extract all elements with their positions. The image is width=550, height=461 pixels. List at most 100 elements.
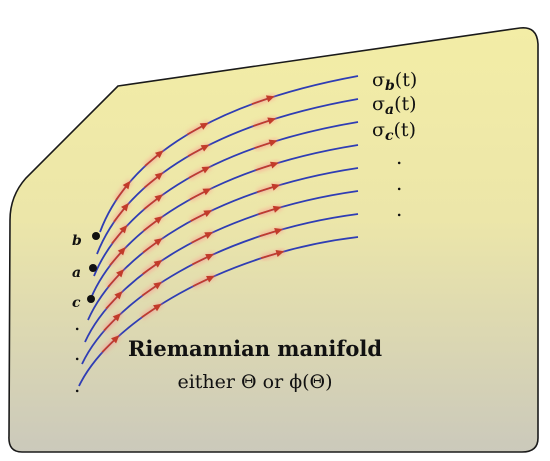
left-ellipsis: . . . — [74, 311, 80, 397]
right-ellipsis-dot: . — [396, 171, 402, 195]
point-b-label: b — [72, 233, 82, 249]
tangent-arrow-shaft — [191, 233, 209, 244]
geodesic-curve — [84, 190, 359, 343]
tangent-arrow-head — [203, 210, 213, 218]
tangent-arrow-shaft — [103, 316, 118, 331]
tangent-arrow — [253, 138, 279, 151]
geodesic-curve — [99, 75, 359, 233]
right-ellipsis-dot: . — [396, 145, 402, 169]
tangent-arrow-head — [265, 95, 275, 103]
tangent-arrow-head — [112, 313, 121, 322]
tangent-arrow — [252, 116, 277, 129]
left-ellipsis-dot: . — [74, 311, 80, 335]
tangent-arrow-shaft — [141, 284, 159, 297]
tangent-arrow — [190, 229, 215, 245]
tangent-arrow — [108, 245, 128, 267]
tangent-arrow — [140, 279, 164, 298]
tangent-arrow-head — [272, 205, 282, 213]
tangent-arrow — [255, 160, 280, 173]
tangent-arrow-head — [117, 247, 126, 256]
point-c-marker — [87, 295, 95, 303]
right-ellipsis-dot: . — [396, 197, 402, 221]
tangent-arrow-head — [268, 139, 278, 147]
tangent-arrow — [143, 148, 166, 168]
tangent-arrow-head — [154, 172, 164, 181]
tangent-arrow-shaft — [253, 119, 272, 127]
tangent-arrow-head — [153, 259, 163, 268]
tangent-arrow — [140, 301, 164, 320]
tangent-arrow — [191, 251, 216, 267]
geodesic-curve — [81, 213, 359, 365]
tangent-arrow — [189, 207, 214, 224]
tangent-arrow-head — [119, 224, 128, 234]
tangent-arrow-shaft — [105, 294, 120, 310]
tangent-arrow-head — [153, 303, 162, 312]
point-a-marker — [89, 264, 97, 272]
tangent-arrow-head — [271, 183, 281, 191]
tangent-arrow-shaft — [189, 189, 208, 201]
geodesic-curve — [78, 236, 359, 387]
point-c: c — [72, 295, 95, 311]
tangent-arrow-head — [122, 180, 131, 190]
tangent-arrow-shaft — [109, 250, 124, 266]
tangent-arrow-head — [116, 269, 125, 278]
tangent-arrow-head — [206, 275, 215, 283]
curve-label-sigma-c: σc(t) — [372, 119, 416, 144]
tangent-arrow — [187, 164, 212, 180]
tangent-arrow-head — [114, 291, 123, 300]
tangent-arrow-head — [275, 250, 285, 257]
tangent-arrow — [259, 226, 284, 239]
tangent-arrow — [187, 142, 211, 159]
tangent-arrow-head — [267, 117, 277, 125]
tangent-arrow-shaft — [113, 206, 127, 223]
tangent-arrow-shaft — [190, 211, 209, 222]
geodesic-curve — [96, 98, 359, 255]
geodesic-curve — [90, 144, 359, 299]
tangent-arrow-shaft — [141, 305, 158, 318]
tangent-arrow-shaft — [261, 251, 280, 259]
tangent-arrow — [109, 223, 130, 245]
tangent-arrow — [186, 120, 210, 137]
tangent-arrow-shaft — [187, 124, 205, 136]
tangent-arrow-head — [204, 232, 214, 239]
tangent-arrow-shaft — [115, 184, 129, 201]
geodesic-curve — [87, 167, 359, 321]
tangent-arrow — [257, 204, 283, 217]
tangent-arrow-shaft — [101, 338, 117, 353]
tangent-arrow-head — [154, 216, 163, 224]
tangent-arrow-shaft — [258, 207, 277, 215]
tangent-arrow — [111, 201, 131, 224]
tangent-arrow — [142, 214, 165, 233]
left-ellipsis-dot: . — [74, 373, 80, 397]
tangent-arrow — [142, 192, 165, 211]
tangent-arrow-shaft — [188, 168, 207, 179]
tangent-arrow — [141, 236, 164, 255]
curve-family — [78, 75, 359, 387]
tangent-arrow — [260, 248, 285, 261]
tangent-arrow-shaft — [192, 277, 211, 287]
tangent-arrow — [113, 179, 133, 202]
tangent-arrow-shaft — [191, 255, 210, 266]
curve-label-sigma-b: σb(t) — [372, 69, 417, 94]
tangent-arrow-head — [153, 238, 163, 246]
manifold-surface — [8, 27, 539, 453]
tangent-arrow-head — [154, 194, 163, 203]
tangent-arrow-head — [111, 335, 120, 344]
tangent-arrow-head — [200, 144, 210, 152]
right-ellipsis: . . . — [396, 145, 402, 221]
tangent-arrow — [104, 289, 125, 311]
tangent-arrow — [100, 333, 122, 354]
tangent-arrow-head — [154, 150, 164, 159]
tangent-arrow-shaft — [254, 141, 273, 149]
tangent-arrow-shaft — [251, 97, 271, 105]
tangent-arrow — [106, 267, 126, 289]
tangent-arrow-shaft — [142, 240, 159, 253]
tangent-arrow-shaft — [144, 174, 160, 189]
tangent-arrow-head — [274, 227, 283, 235]
point-c-label: c — [72, 295, 81, 311]
tangent-arrow-shaft — [142, 262, 159, 275]
tangent-arrow — [192, 273, 216, 289]
tangent-arrow-shaft — [143, 196, 160, 210]
tangent-arrow-shaft — [143, 218, 160, 232]
